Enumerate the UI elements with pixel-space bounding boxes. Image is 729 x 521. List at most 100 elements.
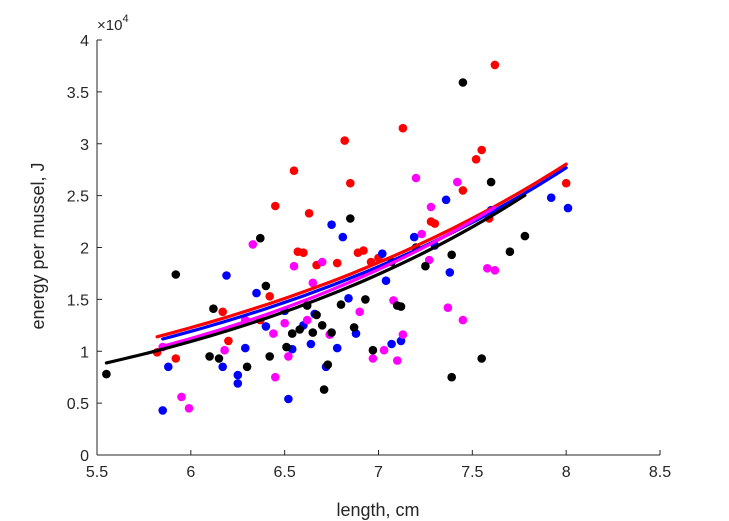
data-point xyxy=(409,232,419,242)
y-tick-label: 1 xyxy=(80,344,89,361)
data-point xyxy=(280,318,290,328)
data-point xyxy=(308,278,318,288)
data-point xyxy=(242,362,252,372)
data-point xyxy=(393,356,402,365)
data-point xyxy=(261,281,271,291)
fit-line xyxy=(161,205,497,348)
data-point xyxy=(241,343,250,353)
data-point xyxy=(312,310,321,320)
data-point xyxy=(220,345,229,355)
data-point xyxy=(359,246,368,255)
data-point xyxy=(441,195,451,205)
data-point xyxy=(447,250,457,260)
data-point xyxy=(252,288,261,298)
data-point xyxy=(319,385,329,394)
data-point xyxy=(453,177,462,187)
x-tick-label: 6 xyxy=(186,464,195,481)
tick-labels: 5.5 6 6.5 7 7.5 8 8.5 0 0.5 1 1.5 2 2.5 3 3.5 4 xyxy=(67,33,671,481)
data-point xyxy=(546,193,556,202)
data-point xyxy=(430,219,440,228)
x-tick-label: 7 xyxy=(374,464,383,481)
y-axis-exponent-base: ×10 xyxy=(97,17,122,34)
data-point xyxy=(561,178,571,188)
data-point xyxy=(317,257,327,267)
data-point xyxy=(355,307,365,317)
data-point xyxy=(209,304,218,314)
data-point xyxy=(327,328,336,337)
data-point xyxy=(289,261,299,271)
fit-lines xyxy=(104,162,568,365)
axes xyxy=(96,39,661,456)
data-point xyxy=(378,249,387,258)
data-point xyxy=(381,276,391,286)
x-tick-label: 6.5 xyxy=(274,464,296,481)
y-tick-label: 3 xyxy=(80,137,89,154)
data-point xyxy=(336,300,346,309)
x-tick-label: 7.5 xyxy=(461,464,483,481)
data-point xyxy=(306,339,316,349)
data-point xyxy=(265,352,275,361)
data-point xyxy=(302,315,312,325)
data-point xyxy=(346,178,355,188)
x-tick-label: 8 xyxy=(562,464,571,481)
data-point xyxy=(269,329,278,338)
data-point xyxy=(458,315,468,325)
data-point xyxy=(295,325,305,334)
data-point xyxy=(317,321,327,330)
data-point xyxy=(338,232,348,242)
data-point xyxy=(477,145,487,155)
data-point xyxy=(261,322,271,331)
data-point xyxy=(271,201,280,211)
data-point xyxy=(218,362,227,372)
data-point xyxy=(443,303,453,313)
data-point xyxy=(287,329,297,338)
data-point xyxy=(299,248,308,257)
y-tick-label: 0 xyxy=(80,448,89,465)
data-point xyxy=(368,345,378,355)
data-point xyxy=(344,294,353,303)
data-point xyxy=(248,240,258,249)
y-tick-label: 2.5 xyxy=(67,189,89,206)
y-axis-exponent: ×104 xyxy=(97,13,129,34)
data-point xyxy=(368,354,378,363)
y-axis-label: energy per mussel, J xyxy=(28,162,48,329)
data-points xyxy=(102,60,573,415)
data-point xyxy=(177,392,186,402)
data-point xyxy=(387,339,396,349)
data-point xyxy=(233,379,243,388)
data-point xyxy=(520,231,530,241)
data-point xyxy=(471,155,481,164)
data-point xyxy=(205,352,214,361)
data-point xyxy=(284,394,293,404)
data-point xyxy=(458,78,468,87)
data-point xyxy=(398,123,408,133)
data-point xyxy=(486,177,496,187)
data-point xyxy=(421,261,430,271)
data-point xyxy=(327,220,336,229)
y-tick-label: 1.5 xyxy=(67,292,89,309)
x-tick-label: 8.5 xyxy=(649,464,671,481)
data-point xyxy=(222,271,231,280)
data-point xyxy=(308,328,318,337)
data-point xyxy=(445,268,455,277)
data-point xyxy=(447,372,457,382)
fit-line xyxy=(161,166,568,341)
data-point xyxy=(171,270,181,279)
data-point xyxy=(233,370,243,380)
x-tick-label: 5.5 xyxy=(86,464,108,481)
data-point xyxy=(379,345,389,355)
y-axis-exponent-power: 4 xyxy=(122,13,128,25)
fit-line xyxy=(104,193,527,365)
data-point xyxy=(282,342,291,352)
y-tick-label: 4 xyxy=(80,33,89,50)
data-point xyxy=(271,372,280,382)
data-point xyxy=(346,214,355,223)
y-tick-label: 3.5 xyxy=(67,85,89,102)
data-point xyxy=(563,203,573,213)
data-point xyxy=(417,229,427,239)
data-point xyxy=(102,369,111,379)
data-point xyxy=(284,352,293,361)
data-point xyxy=(458,186,468,195)
